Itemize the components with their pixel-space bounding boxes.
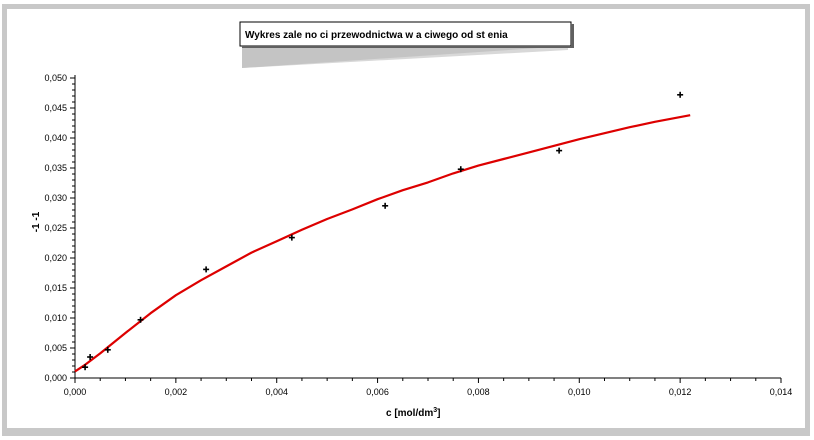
data-point xyxy=(457,166,464,173)
data-point xyxy=(677,91,684,98)
y-tick-label: 0,025 xyxy=(44,223,67,233)
x-tick-label: 0,000 xyxy=(64,387,87,397)
y-tick-label: 0,000 xyxy=(44,373,67,383)
data-point xyxy=(137,316,144,323)
y-tick-label: 0,020 xyxy=(44,253,67,263)
data-point xyxy=(87,354,94,360)
ticks xyxy=(70,77,782,383)
y-tick-label: 0,040 xyxy=(44,133,67,143)
x-tick-label: 0,014 xyxy=(770,387,793,397)
y-tick-label: 0,035 xyxy=(44,163,67,173)
x-tick-label: 0,006 xyxy=(366,387,389,397)
y-tick-label: 0,030 xyxy=(44,193,67,203)
data-point xyxy=(104,346,111,353)
data-point xyxy=(82,364,89,371)
tick-labels: 0,000 0,002 0,004 0,006 0,008 0,010 0,012 0,014… xyxy=(44,73,792,397)
markers xyxy=(82,91,684,371)
x-tick-label: 0,012 xyxy=(669,387,692,397)
x-axis-title-end: ] xyxy=(437,408,440,419)
x-tick-label: 0,010 xyxy=(568,387,591,397)
y-tick-label: 0,010 xyxy=(44,313,67,323)
y-tick-label: 0,005 xyxy=(44,343,67,353)
data-point xyxy=(556,147,563,154)
title-box-shadow-right xyxy=(571,24,574,48)
data-point xyxy=(203,266,210,273)
x-tick-label: 0,004 xyxy=(265,387,288,397)
title-shadow-2 xyxy=(242,46,568,68)
fit-line xyxy=(74,114,691,373)
x-axis-title-main: c [mol/dm xyxy=(386,408,433,419)
title-box xyxy=(239,21,572,47)
y-tick-label: 0,050 xyxy=(44,73,67,83)
y-tick-label: 0,015 xyxy=(44,283,67,293)
fit-line-group xyxy=(74,114,691,373)
y-axis-title: -1 -1 xyxy=(31,211,42,232)
data-point xyxy=(382,202,389,209)
x-tick-label: 0,008 xyxy=(467,387,490,397)
y-tick-label: 0,045 xyxy=(44,103,67,113)
x-axis-title: c [mol/dm3] xyxy=(386,407,440,419)
chart-title: Wykres zale no ci przewodnictwa w a ciwe… xyxy=(245,30,508,41)
x-axis-title-sup: 3 xyxy=(433,407,437,414)
data-point xyxy=(288,234,295,241)
chart-panel xyxy=(7,9,805,428)
x-tick-label: 0,002 xyxy=(165,387,188,397)
title-box-shadow-bottom xyxy=(242,46,574,48)
